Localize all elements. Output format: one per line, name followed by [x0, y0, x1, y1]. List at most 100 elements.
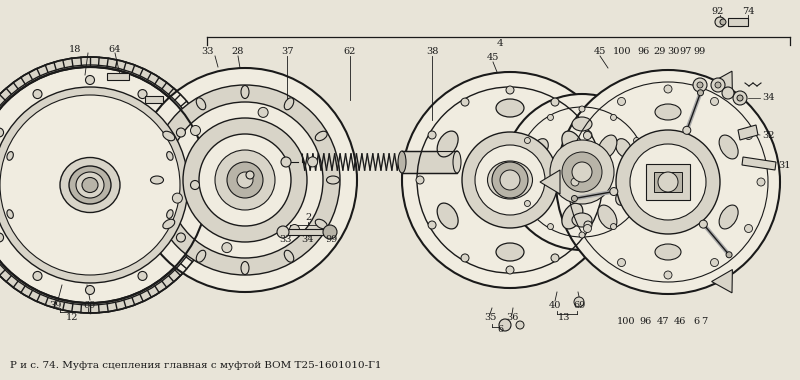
Circle shape — [571, 195, 578, 201]
Circle shape — [745, 131, 753, 139]
Circle shape — [499, 319, 511, 331]
Circle shape — [167, 102, 323, 258]
Circle shape — [199, 134, 291, 226]
Circle shape — [737, 95, 743, 101]
Ellipse shape — [166, 152, 173, 160]
Ellipse shape — [398, 151, 406, 173]
Ellipse shape — [69, 166, 111, 204]
Circle shape — [138, 90, 147, 98]
Circle shape — [584, 221, 592, 229]
Circle shape — [227, 162, 263, 198]
Text: 30: 30 — [667, 48, 679, 57]
Text: 69: 69 — [84, 301, 96, 309]
Polygon shape — [712, 71, 732, 95]
Circle shape — [550, 140, 614, 204]
Circle shape — [500, 170, 520, 190]
Ellipse shape — [326, 176, 339, 184]
Ellipse shape — [572, 213, 592, 227]
Ellipse shape — [437, 131, 458, 157]
Bar — [728, 18, 748, 26]
Bar — [107, 73, 129, 80]
Text: 39: 39 — [49, 301, 61, 309]
Text: 6: 6 — [693, 318, 699, 326]
Bar — [402, 151, 457, 173]
Text: 64: 64 — [109, 46, 121, 54]
Ellipse shape — [598, 135, 617, 159]
Circle shape — [618, 258, 626, 266]
Circle shape — [634, 201, 639, 206]
Text: 7: 7 — [701, 318, 707, 326]
Ellipse shape — [196, 250, 206, 262]
Circle shape — [556, 70, 780, 294]
Text: 6: 6 — [497, 326, 503, 334]
Ellipse shape — [241, 86, 249, 98]
Text: 100: 100 — [617, 318, 635, 326]
Circle shape — [172, 193, 182, 203]
Text: 69: 69 — [574, 301, 586, 309]
Circle shape — [583, 225, 591, 233]
Text: 97: 97 — [680, 48, 692, 57]
Circle shape — [596, 176, 604, 184]
Circle shape — [634, 138, 639, 144]
Ellipse shape — [616, 139, 631, 157]
Ellipse shape — [196, 98, 206, 110]
Circle shape — [150, 85, 340, 275]
Circle shape — [551, 98, 559, 106]
Circle shape — [551, 254, 559, 262]
Circle shape — [0, 233, 3, 242]
Polygon shape — [540, 170, 560, 194]
Text: 33: 33 — [201, 48, 214, 57]
Text: 99: 99 — [325, 236, 337, 244]
Text: 34: 34 — [302, 236, 314, 244]
Text: 29: 29 — [654, 48, 666, 57]
Circle shape — [726, 252, 732, 258]
Circle shape — [475, 145, 545, 215]
Text: 74: 74 — [742, 8, 754, 16]
Circle shape — [579, 106, 585, 112]
Ellipse shape — [655, 244, 681, 260]
Ellipse shape — [82, 177, 98, 193]
Text: 4: 4 — [497, 40, 503, 49]
Circle shape — [0, 95, 180, 275]
Text: 2: 2 — [305, 214, 311, 223]
Circle shape — [0, 67, 208, 303]
Circle shape — [745, 225, 753, 233]
Circle shape — [0, 128, 3, 137]
Circle shape — [711, 78, 725, 92]
Bar — [646, 164, 690, 200]
Circle shape — [571, 178, 579, 186]
Circle shape — [402, 72, 618, 288]
Text: 40: 40 — [549, 301, 561, 309]
Ellipse shape — [533, 139, 548, 157]
Circle shape — [183, 118, 307, 242]
Text: 37: 37 — [281, 48, 294, 57]
Circle shape — [642, 169, 648, 175]
Text: 45: 45 — [487, 54, 499, 62]
Circle shape — [246, 171, 254, 179]
Circle shape — [504, 94, 660, 250]
Circle shape — [610, 223, 617, 230]
Ellipse shape — [166, 210, 173, 218]
Circle shape — [177, 233, 186, 242]
Ellipse shape — [496, 99, 524, 117]
Circle shape — [323, 225, 337, 239]
Circle shape — [222, 242, 232, 253]
Text: 45: 45 — [594, 48, 606, 57]
Circle shape — [610, 114, 617, 120]
Ellipse shape — [163, 131, 174, 141]
Circle shape — [516, 321, 524, 329]
Circle shape — [710, 97, 718, 106]
Text: 35: 35 — [484, 314, 496, 323]
Ellipse shape — [453, 151, 461, 173]
Ellipse shape — [150, 176, 163, 184]
Circle shape — [86, 285, 94, 294]
Circle shape — [630, 144, 706, 220]
Circle shape — [33, 90, 42, 98]
Text: 46: 46 — [674, 318, 686, 326]
Circle shape — [237, 172, 253, 188]
Circle shape — [720, 19, 726, 25]
Ellipse shape — [655, 104, 681, 120]
Ellipse shape — [241, 261, 249, 274]
Circle shape — [664, 271, 672, 279]
Text: 28: 28 — [232, 48, 244, 57]
